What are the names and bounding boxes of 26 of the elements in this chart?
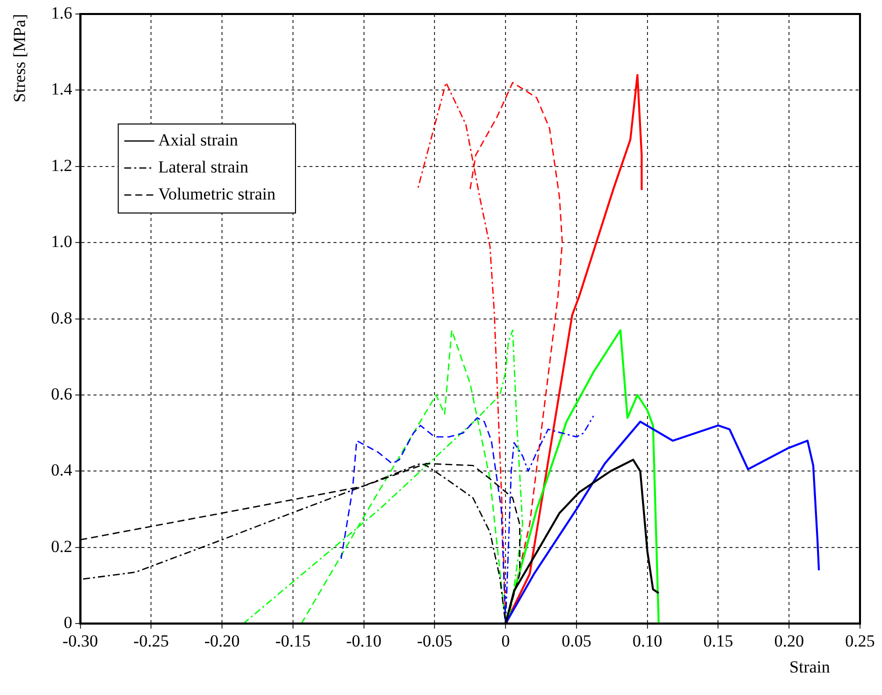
x-tick-label: 0.05 xyxy=(562,631,592,650)
y-tick-label: 1.0 xyxy=(51,232,72,252)
x-tick-label: -0.05 xyxy=(416,631,452,650)
y-tick-label: 0.2 xyxy=(51,536,72,556)
x-tick-label: 0.25 xyxy=(845,631,875,650)
y-tick-label: 0.4 xyxy=(51,460,73,480)
y-tick-label: 1.2 xyxy=(51,156,72,175)
x-tick-label: 0.15 xyxy=(703,631,734,650)
y-tick-label: 1.6 xyxy=(51,3,72,22)
x-tick-label: -0.15 xyxy=(275,631,311,650)
x-tick-label: -0.10 xyxy=(346,631,382,650)
y-tick-label: 0.6 xyxy=(51,384,72,404)
x-tick-label: 0 xyxy=(501,631,510,650)
x-axis-title: Strain xyxy=(789,658,830,677)
y-tick-label: 0 xyxy=(64,613,72,632)
x-tick-label: -0.25 xyxy=(133,631,169,650)
x-tick-label: -0.30 xyxy=(62,631,98,650)
x-tick-label: 0.10 xyxy=(632,631,662,650)
x-tick-label: -0.20 xyxy=(204,631,240,650)
legend-label: Axial strain xyxy=(158,130,239,150)
x-tick-label: 0.20 xyxy=(774,631,804,650)
y-tick-label: 0.8 xyxy=(51,308,72,328)
legend-label: Lateral strain xyxy=(158,157,249,176)
legend-label: Volumetric strain xyxy=(158,184,276,204)
y-axis-title: Stress [MPa] xyxy=(10,14,29,102)
y-tick-label: 1.4 xyxy=(51,80,73,99)
